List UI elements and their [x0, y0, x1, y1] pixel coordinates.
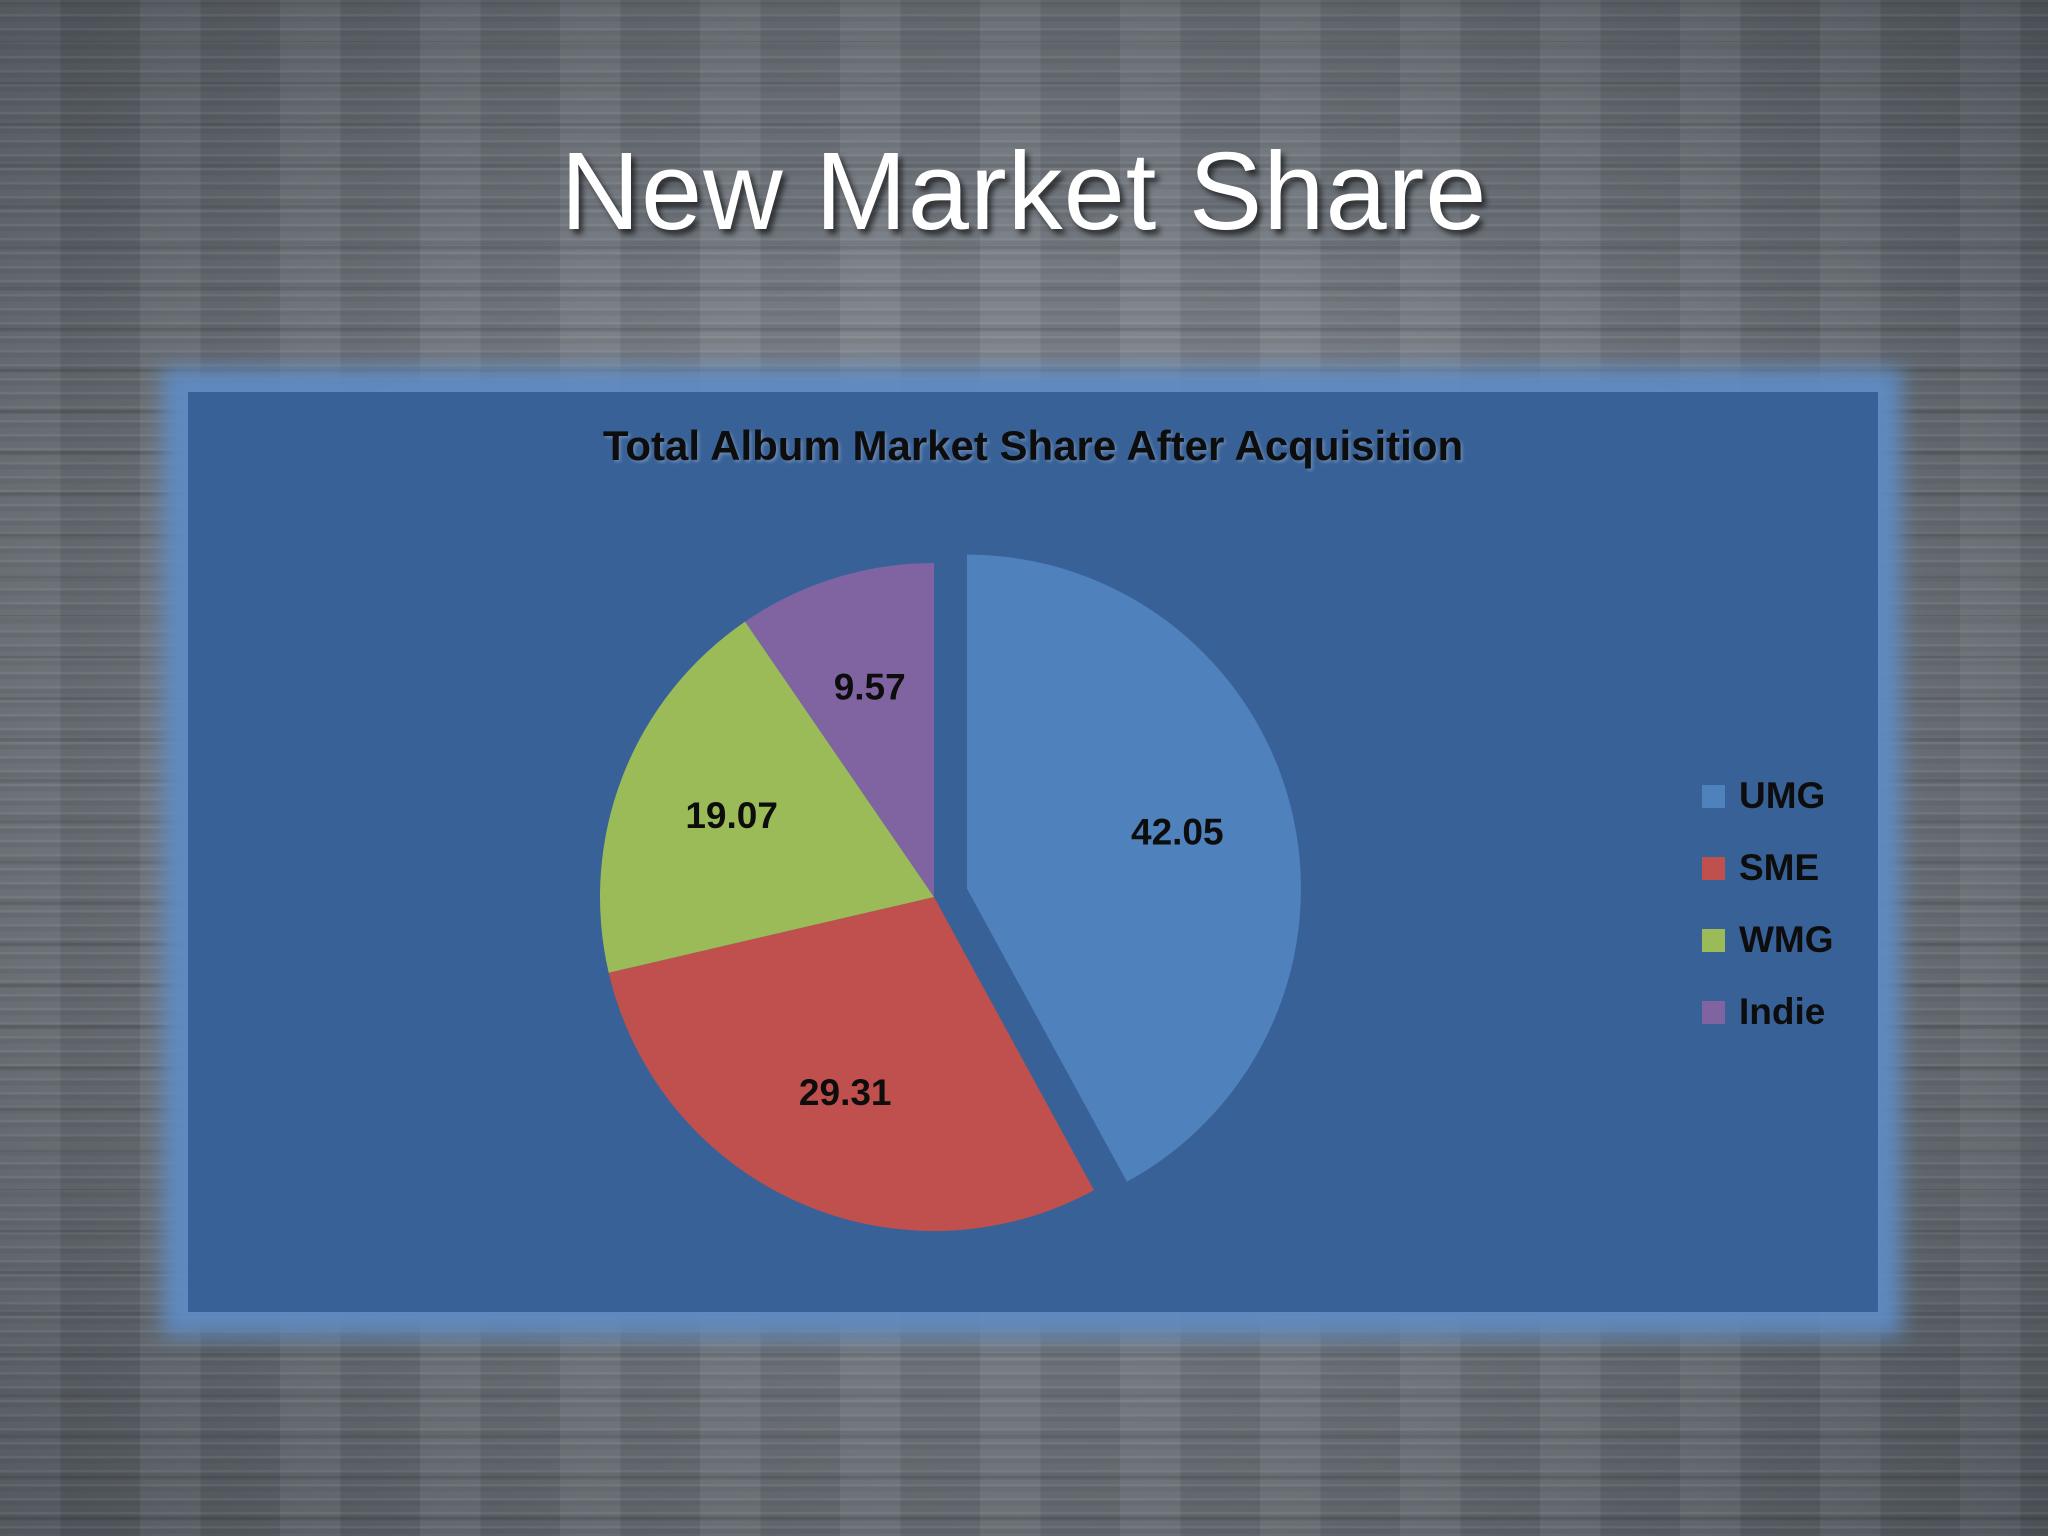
chart-area: Total Album Market Share After Acquisiti…	[188, 392, 1878, 1312]
legend-item-wmg: WMG	[1702, 904, 1834, 976]
pie-slice-umg	[966, 554, 1301, 1182]
data-label-wmg: 19.07	[685, 795, 778, 836]
legend-label-indie: Indie	[1739, 991, 1826, 1032]
data-label-indie: 9.57	[834, 666, 906, 707]
legend-swatch-umg	[1702, 784, 1725, 808]
legend-item-umg: UMG	[1702, 760, 1834, 832]
legend-item-sme: SME	[1702, 832, 1834, 904]
chart-legend: UMG SME WMG Indie	[1702, 760, 1834, 1048]
legend-label-wmg: WMG	[1739, 919, 1834, 960]
legend-label-sme: SME	[1739, 847, 1820, 888]
chart-title: Total Album Market Share After Acquisiti…	[602, 422, 1464, 469]
legend-swatch-sme	[1702, 856, 1725, 880]
data-label-sme: 29.31	[799, 1072, 892, 1113]
pie-slice-indie	[745, 563, 934, 897]
pie-chart: 42.05 29.31 19.07 9.57	[600, 554, 1301, 1231]
slide-title: New Market Share	[560, 130, 1488, 253]
pie-slice-sme	[608, 897, 1094, 1231]
legend-label-umg: UMG	[1739, 775, 1826, 816]
data-label-umg: 42.05	[1131, 812, 1224, 853]
pie-slice-wmg	[600, 621, 934, 973]
legend-item-indie: Indie	[1702, 976, 1834, 1048]
legend-swatch-indie	[1702, 1000, 1725, 1024]
legend-swatch-wmg	[1702, 928, 1725, 952]
